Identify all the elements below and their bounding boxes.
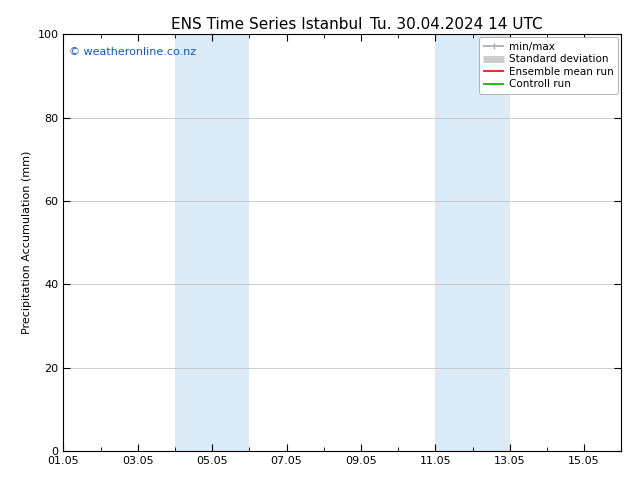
Text: ENS Time Series Istanbul: ENS Time Series Istanbul (171, 17, 362, 32)
Y-axis label: Precipitation Accumulation (mm): Precipitation Accumulation (mm) (22, 151, 32, 334)
Text: © weatheronline.co.nz: © weatheronline.co.nz (69, 47, 196, 57)
Legend: min/max, Standard deviation, Ensemble mean run, Controll run: min/max, Standard deviation, Ensemble me… (479, 37, 618, 94)
Bar (175, 34, 249, 451)
Text: Tu. 30.04.2024 14 UTC: Tu. 30.04.2024 14 UTC (370, 17, 543, 32)
Bar (436, 34, 510, 451)
